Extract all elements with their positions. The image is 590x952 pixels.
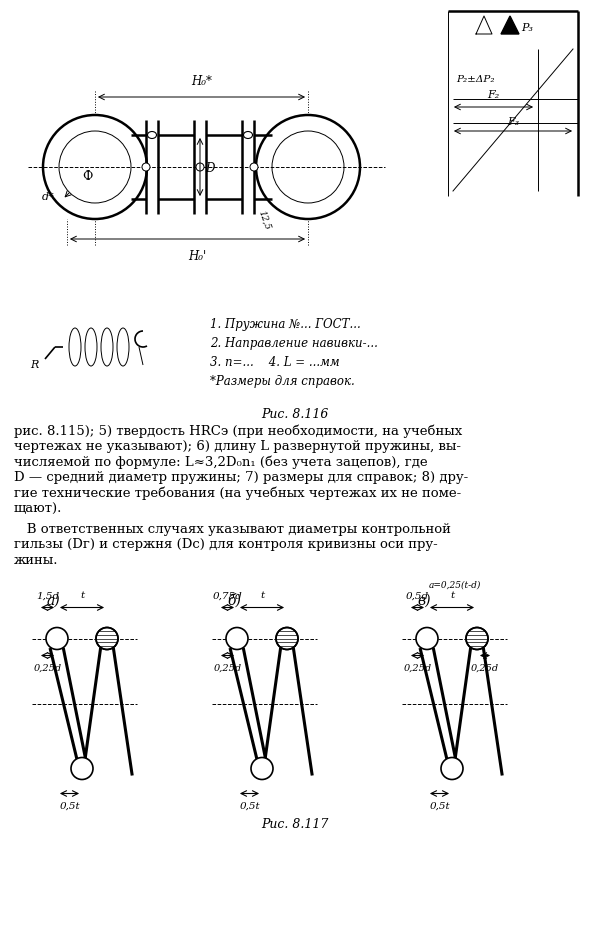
Text: чертежах не указывают); 6) длину L развернутой пружины, вы-: чертежах не указывают); 6) длину L разве… xyxy=(14,440,461,453)
Text: 0,25d: 0,25d xyxy=(214,663,241,672)
Circle shape xyxy=(46,627,68,650)
Ellipse shape xyxy=(148,132,156,139)
Circle shape xyxy=(251,758,273,780)
Text: Рис. 8.117: Рис. 8.117 xyxy=(261,818,329,831)
Text: t: t xyxy=(450,591,454,600)
Text: числяемой по формуле: L≈3,2D₀n₁ (без учета зацепов), где: числяемой по формуле: L≈3,2D₀n₁ (без уче… xyxy=(14,455,428,469)
Circle shape xyxy=(441,758,463,780)
Ellipse shape xyxy=(244,132,253,139)
Ellipse shape xyxy=(196,164,204,171)
Text: F₂: F₂ xyxy=(487,89,499,100)
Text: Ф: Ф xyxy=(82,169,92,183)
Text: В ответственных случаях указывают диаметры контрольной: В ответственных случаях указывают диамет… xyxy=(14,523,451,535)
Text: t: t xyxy=(80,591,84,600)
Ellipse shape xyxy=(250,164,258,171)
Text: D: D xyxy=(205,161,214,174)
Text: R: R xyxy=(30,360,38,369)
Circle shape xyxy=(96,627,118,650)
Text: гильзы (Dг) и стержня (Dс) для контроля кривизны оси пру-: гильзы (Dг) и стержня (Dс) для контроля … xyxy=(14,538,438,551)
Text: P₂±ΔP₂: P₂±ΔP₂ xyxy=(456,75,494,84)
Ellipse shape xyxy=(142,164,150,171)
Text: 12,5: 12,5 xyxy=(257,208,273,230)
Text: щают).: щают). xyxy=(14,502,63,515)
Circle shape xyxy=(466,627,488,650)
Text: б): б) xyxy=(227,592,241,606)
Text: а): а) xyxy=(47,593,61,606)
Text: 1. Пружина №... ГОСТ...
2. Направление навивки-...
3. n=...    4. L = ...мм
*Раз: 1. Пружина №... ГОСТ... 2. Направление н… xyxy=(210,318,378,387)
Text: 0,75d: 0,75d xyxy=(212,591,242,600)
Text: H₀*: H₀* xyxy=(191,75,212,88)
Text: 0,5t: 0,5t xyxy=(239,801,260,809)
Text: 0,5t: 0,5t xyxy=(429,801,450,809)
Circle shape xyxy=(416,627,438,650)
Text: рис. 8.115); 5) твердость HRCэ (при необходимости, на учебных: рис. 8.115); 5) твердость HRCэ (при необ… xyxy=(14,425,462,438)
Polygon shape xyxy=(501,17,519,35)
Text: P₃: P₃ xyxy=(521,23,533,33)
Text: в): в) xyxy=(417,593,431,606)
Text: d*: d* xyxy=(42,192,55,202)
Text: 0,5d: 0,5d xyxy=(406,591,429,600)
Text: 1,5d: 1,5d xyxy=(36,591,59,600)
Text: 0,25d: 0,25d xyxy=(471,663,499,672)
Text: F₃: F₃ xyxy=(507,117,519,127)
Text: 0,5t: 0,5t xyxy=(59,801,80,809)
Text: жины.: жины. xyxy=(14,553,58,566)
Text: гие технические требования (на учебных чертежах их не поме-: гие технические требования (на учебных ч… xyxy=(14,486,461,500)
Circle shape xyxy=(71,758,93,780)
Text: 0,25d: 0,25d xyxy=(34,663,61,672)
Text: t: t xyxy=(260,591,264,600)
Circle shape xyxy=(226,627,248,650)
Text: 0,25d: 0,25d xyxy=(404,663,431,672)
Text: a=0,25(t-d): a=0,25(t-d) xyxy=(429,580,481,589)
Text: D — средний диаметр пружины; 7) размеры для справок; 8) дру-: D — средний диаметр пружины; 7) размеры … xyxy=(14,471,468,484)
Circle shape xyxy=(276,627,298,650)
Text: Рис. 8.116: Рис. 8.116 xyxy=(261,407,329,421)
Text: H₀': H₀' xyxy=(188,249,206,263)
